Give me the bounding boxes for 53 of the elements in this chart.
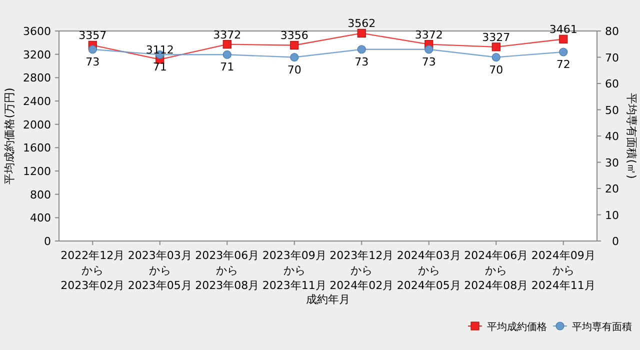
data-label: 73	[422, 55, 436, 68]
y-tick-label: 3600	[23, 25, 51, 38]
y-tick-label: 1200	[23, 165, 51, 178]
x-tick-label: 2024年09月から2024年11月	[531, 249, 596, 292]
x-tick-label: 2024年03月から2024年05月	[396, 249, 461, 292]
point	[559, 34, 568, 44]
y2-tick-label: 20	[605, 182, 619, 196]
data-label: 73	[354, 55, 369, 68]
y-tick-label: 1600	[23, 142, 51, 155]
y2-tick-label: 10	[605, 208, 619, 222]
point	[222, 40, 232, 49]
legend-label: 平均専有面積	[572, 321, 632, 333]
data-label: 3112	[146, 43, 174, 56]
y2-axis-title: 平均専有面積(㎡)	[625, 93, 638, 179]
y-axis-title: 平均成約価格(万円)	[3, 88, 16, 184]
data-label: 3372	[213, 28, 242, 42]
data-label: 71	[220, 60, 234, 74]
data-label: 72	[556, 58, 570, 71]
data-label: 70	[489, 63, 504, 76]
data-label: 3356	[280, 29, 308, 42]
y-tick-label: 400	[30, 212, 51, 225]
x-tick-label: 2023年12月から2024年02月	[330, 249, 394, 292]
x-tick-label: 2022年12月から2023年02月	[60, 249, 125, 292]
x-tick-label: 2023年03月から2023年05月	[128, 249, 192, 292]
data-label: 73	[86, 55, 100, 68]
y2-tick-label: 60	[605, 78, 619, 90]
x-tick-label: 2023年09月から2023年11月	[262, 249, 326, 292]
data-label: 3461	[549, 23, 578, 36]
x-tick-label: 2024年06月から2024年08月	[464, 249, 528, 292]
x-axis-title: 成約年月	[306, 293, 350, 306]
legend-label: 平均成約価格	[487, 321, 547, 333]
data-label: 3357	[78, 29, 107, 42]
y2-tick-label: 80	[605, 25, 619, 38]
point	[357, 28, 366, 38]
data-label: 3327	[482, 30, 510, 44]
data-label: 71	[152, 60, 167, 74]
y-tick-label: 3200	[23, 48, 51, 62]
y2-tick-label: 30	[605, 156, 619, 170]
data-label: 70	[287, 63, 302, 76]
data-label: 3372	[414, 28, 443, 42]
y-tick-label: 800	[30, 188, 51, 202]
data-label: 3562	[348, 17, 376, 30]
y2-tick-label: 40	[605, 130, 619, 143]
y2-tick-label: 70	[605, 51, 619, 64]
y-tick-label: 0	[44, 235, 51, 248]
x-tick-label: 2023年06月から2023年08月	[195, 249, 260, 292]
point	[492, 42, 500, 52]
y2-tick-label: 50	[605, 104, 619, 117]
point	[290, 40, 299, 50]
y-tick-label: 2400	[23, 95, 51, 108]
y2-tick-label: 0	[612, 235, 619, 248]
y-tick-label: 2000	[23, 118, 51, 132]
y-tick-label: 2800	[23, 72, 51, 85]
